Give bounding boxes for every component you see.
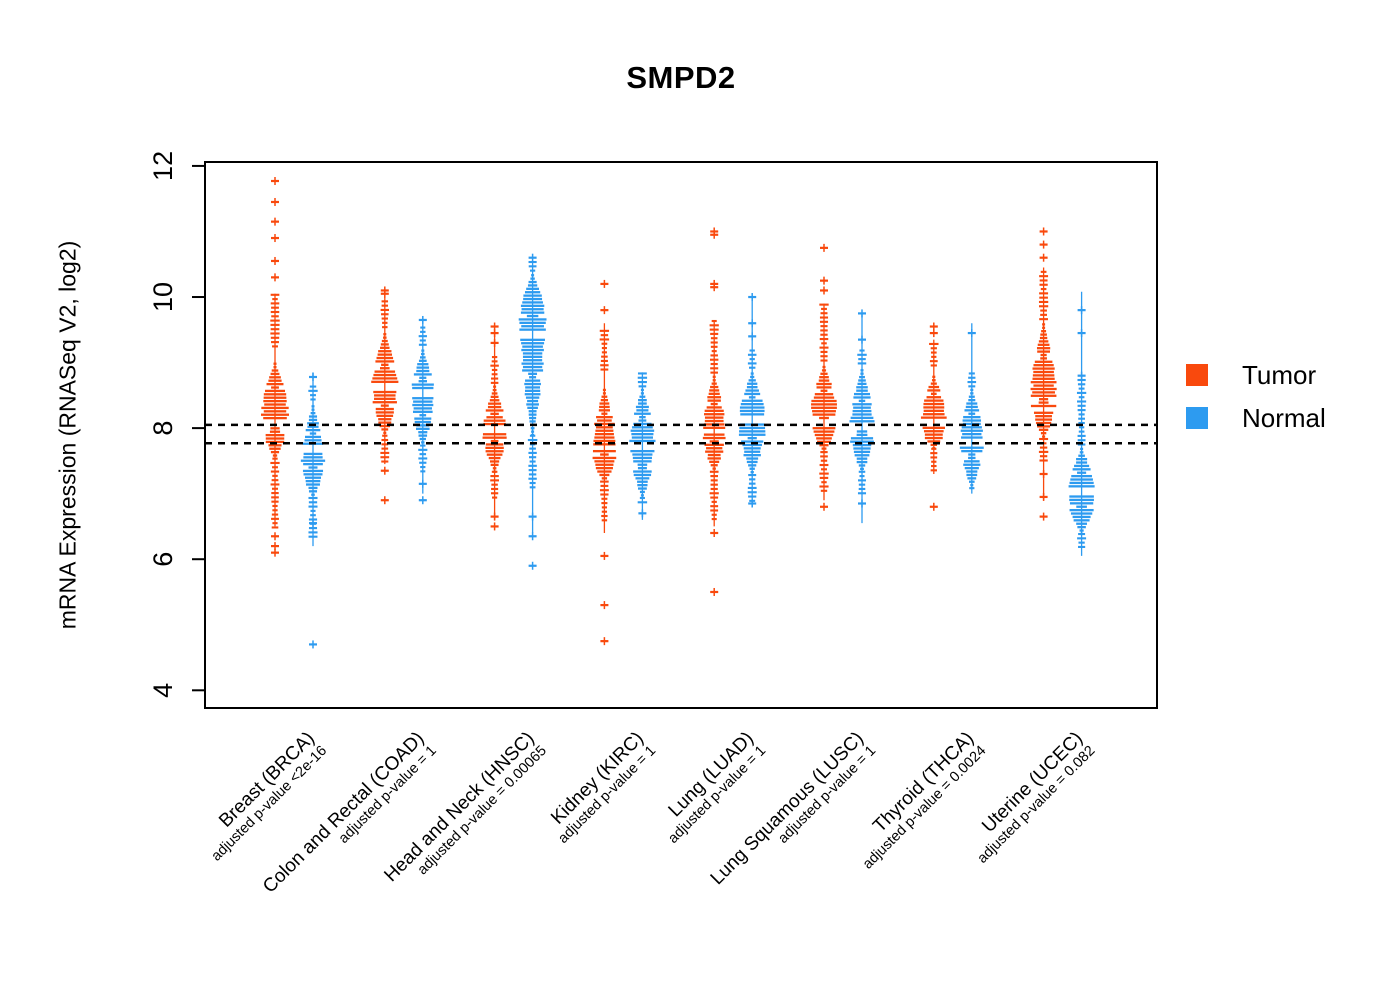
legend: Tumor Normal: [1186, 362, 1326, 448]
violin-tumor-3: [592, 279, 617, 646]
violin-tumor-1: [371, 286, 399, 505]
legend-item-tumor: Tumor: [1186, 362, 1326, 388]
legend-label: Normal: [1242, 403, 1326, 433]
violin-normal-2: [518, 253, 547, 570]
y-tick-label: 12: [148, 151, 178, 181]
legend-item-normal: Normal: [1186, 405, 1326, 431]
y-tick-label: 4: [148, 683, 178, 698]
plot-box: [204, 161, 1158, 709]
violin-tumor-4: [702, 227, 726, 596]
legend-swatch-icon: [1186, 407, 1208, 429]
violin-tumor-7: [1030, 227, 1057, 521]
violin-tumor-0: [260, 177, 290, 557]
violin-tumor-2: [482, 322, 507, 531]
legend-swatch-icon: [1186, 364, 1208, 386]
violin-normal-6: [959, 323, 984, 494]
legend-label: Tumor: [1242, 360, 1317, 390]
violin-normal-3: [629, 372, 656, 520]
y-tick-label: 8: [148, 421, 178, 436]
y-tick-label: 6: [148, 552, 178, 567]
violin-normal-5: [849, 309, 875, 524]
violin-normal-0: [300, 372, 326, 649]
violin-normal-4: [738, 293, 766, 508]
chart-title: SMPD2: [626, 60, 736, 95]
violin-normal-1: [411, 315, 434, 505]
violin-tumor-6: [920, 322, 947, 511]
violin-tumor-5: [811, 243, 837, 511]
y-tick-label: 10: [148, 282, 178, 312]
